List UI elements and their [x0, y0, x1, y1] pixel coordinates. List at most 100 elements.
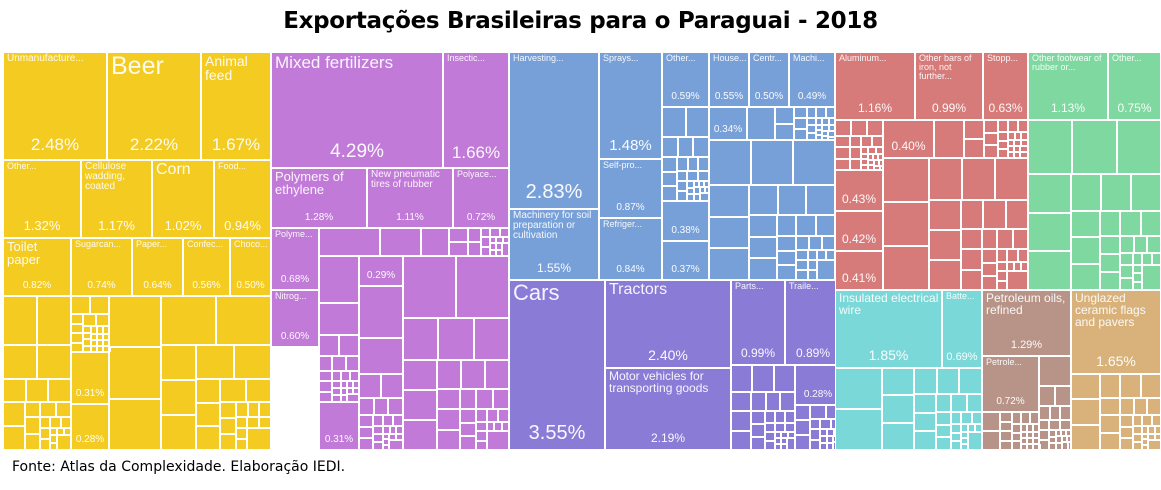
- treemap-cell-minor[interactable]: [775, 411, 785, 423]
- treemap-cell-minor[interactable]: [83, 332, 91, 339]
- treemap-cell-minor[interactable]: [71, 342, 83, 352]
- treemap-cell-minor[interactable]: [809, 236, 822, 250]
- treemap-cell-minor[interactable]: [998, 132, 1008, 141]
- treemap-cell-minor[interactable]: [704, 187, 709, 193]
- treemap-cell-minor[interactable]: [449, 228, 468, 242]
- treemap-cell-minor[interactable]: [1062, 436, 1067, 442]
- treemap-cell-minor[interactable]: [698, 171, 709, 181]
- treemap-cell-minor[interactable]: [460, 422, 476, 437]
- treemap-cell[interactable]: Centr... 0.50%: [749, 52, 789, 107]
- treemap-cell-minor[interactable]: [245, 379, 271, 402]
- treemap-cell-minor[interactable]: [50, 442, 57, 450]
- treemap-cell-minor[interactable]: [929, 200, 961, 230]
- treemap-cell-minor[interactable]: [403, 256, 456, 318]
- treemap-cell-minor[interactable]: [96, 314, 109, 326]
- treemap-cell-minor[interactable]: [1014, 132, 1022, 140]
- treemap-cell-minor[interactable]: [403, 420, 437, 450]
- treemap-cell-minor[interactable]: [1120, 426, 1133, 439]
- treemap-cell-minor[interactable]: [496, 249, 502, 256]
- treemap-cell-minor[interactable]: [747, 107, 775, 140]
- treemap-cell-minor[interactable]: [775, 444, 781, 450]
- treemap-cell-minor[interactable]: [332, 388, 341, 395]
- treemap-cell-minor[interactable]: [1131, 174, 1161, 211]
- treemap-cell-minor[interactable]: [861, 159, 868, 165]
- treemap-cell[interactable]: Batte... 0.69%: [942, 290, 982, 368]
- treemap-cell-minor[interactable]: [236, 439, 247, 450]
- treemap-cell-minor[interactable]: [1148, 426, 1155, 434]
- treemap-cell-minor[interactable]: [808, 260, 817, 270]
- treemap-cell-minor[interactable]: [476, 389, 493, 409]
- treemap-cell[interactable]: Toilet paper 0.82%: [3, 238, 71, 296]
- treemap-cell-minor[interactable]: [71, 296, 90, 314]
- treemap-cell-minor[interactable]: [50, 417, 61, 428]
- treemap-cell-minor[interactable]: [749, 236, 777, 259]
- treemap-cell-minor[interactable]: [496, 243, 502, 250]
- treemap-cell-minor[interactable]: [1142, 253, 1152, 265]
- treemap-cell-minor[interactable]: [220, 418, 236, 434]
- treemap-cell-minor[interactable]: [383, 439, 389, 445]
- treemap-cell-minor[interactable]: [936, 394, 952, 412]
- treemap-cell-minor[interactable]: [71, 333, 83, 343]
- treemap-cell-minor[interactable]: [103, 346, 109, 352]
- treemap-cell-minor[interactable]: [861, 136, 872, 147]
- treemap-cell-minor[interactable]: [71, 314, 83, 324]
- treemap-cell-minor[interactable]: [1020, 152, 1028, 158]
- treemap-cell-minor[interactable]: [868, 147, 876, 154]
- treemap-cell-minor[interactable]: [820, 419, 831, 429]
- treemap-cell-minor[interactable]: [1005, 200, 1028, 229]
- treemap-cell-minor[interactable]: [961, 424, 968, 432]
- treemap-cell-minor[interactable]: [835, 120, 851, 136]
- treemap-cell-minor[interactable]: [196, 402, 220, 427]
- treemap-cell-minor[interactable]: [233, 345, 271, 379]
- treemap-cell-minor[interactable]: [951, 441, 961, 450]
- treemap-cell-minor[interactable]: [828, 137, 835, 140]
- treemap-cell-minor[interactable]: [820, 429, 827, 436]
- treemap-cell[interactable]: 0.40%: [883, 120, 934, 158]
- treemap-cell[interactable]: Mixed fertilizers 4.29%: [271, 52, 443, 168]
- treemap-cell-minor[interactable]: [777, 215, 797, 236]
- treemap-cell-minor[interactable]: [751, 140, 793, 185]
- treemap-cell[interactable]: 0.34%: [709, 107, 747, 140]
- treemap-cell[interactable]: Machinery for soil preparation or cultiv…: [509, 209, 599, 280]
- treemap-cell-minor[interactable]: [961, 200, 984, 229]
- treemap-cell-minor[interactable]: [1056, 430, 1061, 436]
- treemap-cell-minor[interactable]: [259, 402, 271, 417]
- treemap-cell[interactable]: 0.31%: [71, 352, 109, 404]
- treemap-cell-minor[interactable]: [781, 444, 787, 450]
- treemap-cell-minor[interactable]: [1100, 254, 1120, 272]
- treemap-cell-minor[interactable]: [396, 426, 403, 434]
- treemap-cell[interactable]: Cars 3.55%: [509, 280, 605, 450]
- treemap-cell-minor[interactable]: [851, 120, 867, 136]
- treemap-cell-minor[interactable]: [490, 237, 496, 244]
- treemap-cell-minor[interactable]: [461, 360, 485, 389]
- treemap-cell-minor[interactable]: [319, 228, 380, 256]
- treemap-cell-minor[interactable]: [1142, 434, 1148, 440]
- treemap-cell-minor[interactable]: [383, 426, 390, 434]
- treemap-cell-minor[interactable]: [1033, 438, 1039, 444]
- treemap-cell-minor[interactable]: [1142, 265, 1161, 290]
- treemap-cell-minor[interactable]: [816, 135, 822, 140]
- treemap-cell-minor[interactable]: [1008, 146, 1014, 152]
- treemap-cell-minor[interactable]: [247, 417, 259, 428]
- treemap-cell[interactable]: 0.29%: [359, 256, 403, 286]
- treemap-cell-minor[interactable]: [460, 436, 476, 450]
- treemap-cell-minor[interactable]: [873, 154, 878, 160]
- treemap-cell-minor[interactable]: [1012, 424, 1021, 433]
- treemap-cell-minor[interactable]: [867, 120, 883, 136]
- treemap-cell-minor[interactable]: [1133, 265, 1142, 274]
- treemap-cell-minor[interactable]: [341, 371, 350, 381]
- treemap-cell-minor[interactable]: [1033, 424, 1039, 432]
- treemap-cell-minor[interactable]: [861, 147, 869, 154]
- treemap-cell-minor[interactable]: [1014, 146, 1020, 152]
- treemap-cell[interactable]: Parts... 0.99%: [731, 280, 785, 365]
- treemap-cell-minor[interactable]: [878, 154, 883, 160]
- treemap-cell[interactable]: Polymers of ethylene 1.28%: [271, 168, 367, 228]
- treemap-cell-minor[interactable]: [319, 381, 332, 392]
- treemap-cell-minor[interactable]: [1000, 431, 1012, 441]
- treemap-cell-minor[interactable]: [1014, 262, 1021, 271]
- treemap-cell-minor[interactable]: [490, 243, 496, 250]
- treemap-cell-minor[interactable]: [709, 185, 749, 217]
- treemap-cell-minor[interactable]: [487, 431, 509, 450]
- treemap-cell[interactable]: Self-pro... 0.87%: [599, 159, 662, 218]
- treemap-cell-minor[interactable]: [3, 402, 25, 426]
